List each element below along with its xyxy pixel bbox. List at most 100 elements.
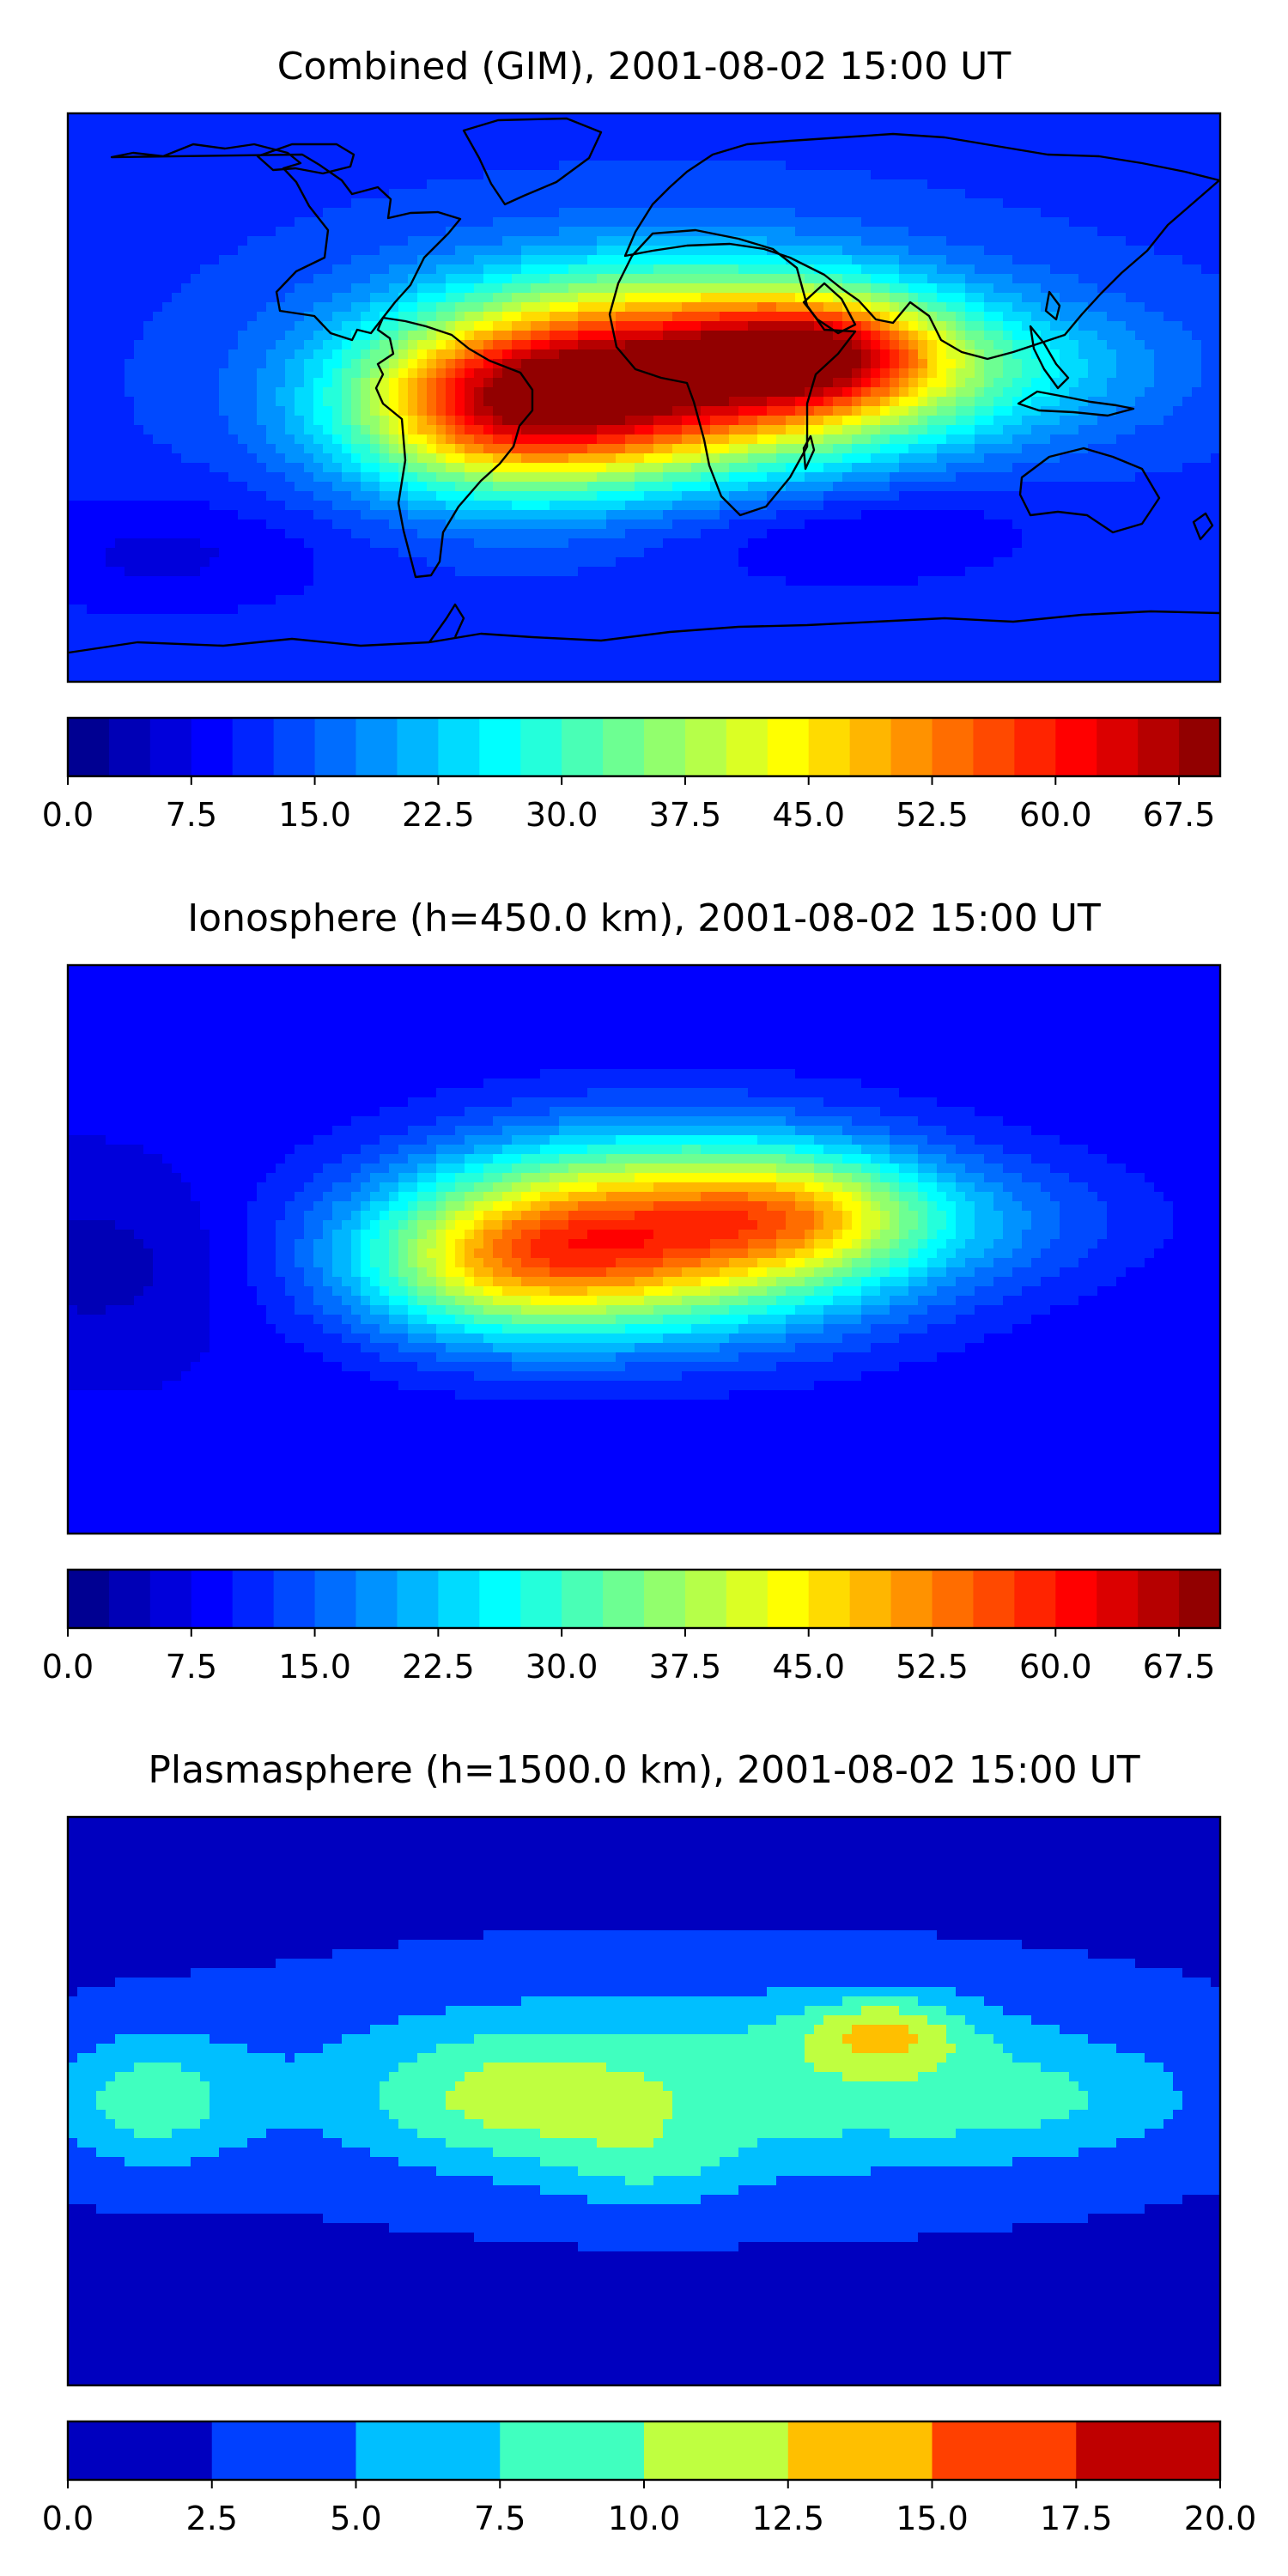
map-cell <box>823 255 834 265</box>
map-cell <box>993 359 1004 369</box>
map-cell <box>295 312 305 322</box>
map-cell <box>720 359 730 369</box>
map-cell <box>852 227 862 237</box>
map-cell <box>1154 463 1164 473</box>
map-cell <box>738 491 749 501</box>
map-cell <box>474 416 484 426</box>
map-cell <box>323 312 333 322</box>
map-cell <box>1031 283 1042 294</box>
map-cell <box>502 331 513 341</box>
map-cell <box>512 236 522 246</box>
map-cell <box>408 387 418 398</box>
map-cell <box>493 378 503 388</box>
map-cell <box>228 444 239 454</box>
map-cell <box>1116 236 1127 246</box>
map-cell <box>1060 387 1070 398</box>
map-cell <box>795 246 805 256</box>
map-cell <box>975 264 985 275</box>
map-cell <box>191 198 201 209</box>
map-cell <box>663 406 673 416</box>
map-cell <box>993 321 1004 331</box>
map-cell <box>323 283 333 294</box>
map-cell <box>295 236 305 246</box>
map-cell <box>1078 491 1089 501</box>
map-cell <box>266 340 276 350</box>
map-cell <box>1116 274 1127 284</box>
map-cell <box>1012 472 1023 483</box>
map-cell <box>1163 113 1174 124</box>
map-cell <box>304 340 314 350</box>
map-cell <box>162 312 173 322</box>
map-cell <box>606 416 617 426</box>
map-cell <box>701 302 711 313</box>
map-cell <box>380 123 390 133</box>
map-cell <box>521 397 532 407</box>
map-cell <box>219 198 229 209</box>
map-cell <box>125 217 135 228</box>
map-cell <box>842 170 853 180</box>
map-cell <box>134 264 144 275</box>
map-cell <box>597 274 607 284</box>
map-cell <box>710 161 720 171</box>
map-cell <box>767 132 777 143</box>
map-cell <box>550 132 560 143</box>
map-cell <box>313 198 324 209</box>
map-cell <box>729 444 739 454</box>
map-cell <box>408 293 418 303</box>
map-cell <box>181 349 191 360</box>
map-cell <box>635 236 645 246</box>
map-cell <box>77 331 88 341</box>
map-cell <box>720 236 730 246</box>
map-cell <box>852 491 862 501</box>
map-cell <box>512 472 522 483</box>
map-cell <box>653 444 664 454</box>
map-cell <box>1201 274 1212 284</box>
map-cell <box>351 236 361 246</box>
map-cell <box>285 340 295 350</box>
map-cell <box>616 387 626 398</box>
map-cell <box>1041 491 1051 501</box>
map-cell <box>729 406 739 416</box>
map-cell <box>483 359 494 369</box>
map-cell <box>512 340 522 350</box>
map-cell <box>748 387 758 398</box>
map-cell <box>767 331 777 341</box>
map-cell <box>398 340 409 350</box>
map-cell <box>625 378 635 388</box>
map-cell <box>531 434 541 445</box>
map-cell <box>417 236 428 246</box>
map-cell <box>162 302 173 313</box>
map-cell <box>125 189 135 199</box>
map-cell <box>125 283 135 294</box>
map-cell <box>578 283 588 294</box>
map-cell <box>68 321 78 331</box>
map-cell <box>767 217 777 228</box>
map-cell <box>776 264 787 275</box>
map-cell <box>635 264 645 275</box>
map-cell <box>1060 293 1070 303</box>
map-cell <box>219 246 229 256</box>
map-cell <box>1107 425 1117 435</box>
map-cell <box>606 444 617 454</box>
map-cell <box>427 387 437 398</box>
map-cell <box>550 463 560 473</box>
map-cell <box>1031 321 1042 331</box>
map-cell <box>823 170 834 180</box>
map-cell <box>965 453 975 464</box>
map-cell <box>1192 246 1202 256</box>
map-cell <box>106 425 116 435</box>
map-cell <box>578 444 588 454</box>
map-cell <box>786 406 796 416</box>
map-cell <box>153 387 163 398</box>
map-cell <box>587 444 598 454</box>
map-cell <box>738 434 749 445</box>
map-cell <box>323 198 333 209</box>
map-cell <box>1201 359 1212 369</box>
map-cell <box>814 142 824 152</box>
map-cell <box>918 453 928 464</box>
map-cell <box>568 349 579 360</box>
map-cell <box>125 321 135 331</box>
map-cell <box>446 132 456 143</box>
map-cell <box>77 425 88 435</box>
map-cell <box>871 293 881 303</box>
